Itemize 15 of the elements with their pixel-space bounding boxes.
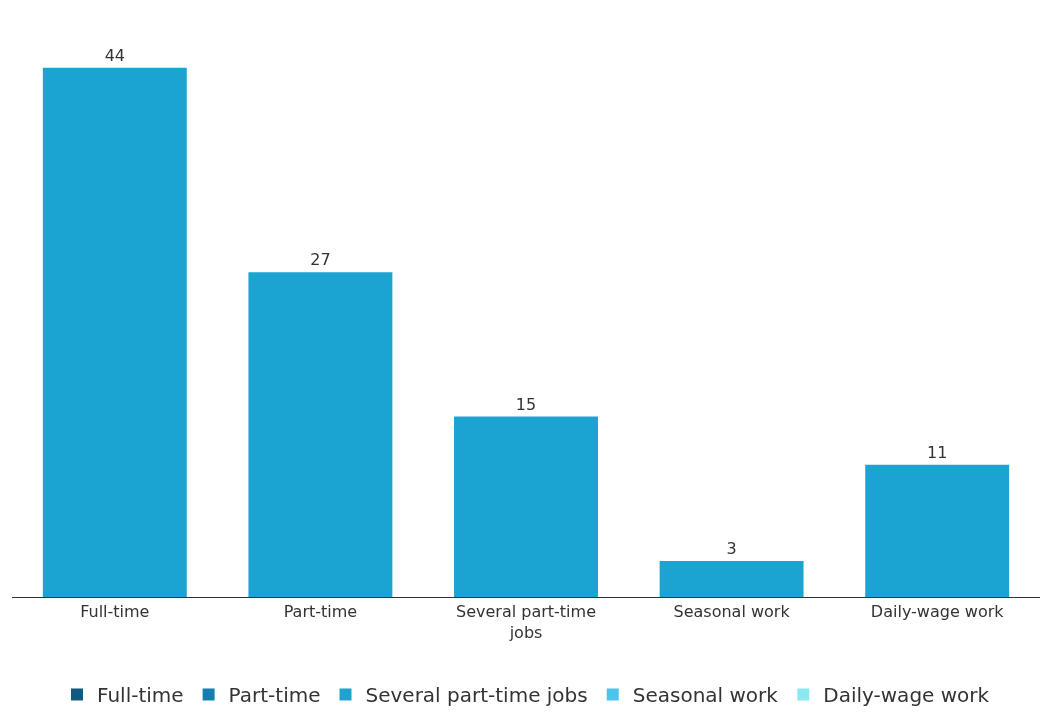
- data-label: 3: [726, 538, 737, 558]
- data-label: 44: [104, 45, 125, 65]
- data-label: 27: [310, 250, 331, 270]
- data-label: 15: [515, 394, 537, 414]
- series-label: Full-time: [80, 602, 150, 622]
- series-label: Several part-time jobs: [456, 602, 596, 642]
- x-tick-label: Part-time: [228, 683, 321, 708]
- data-label: 11: [927, 442, 948, 462]
- series-label: Daily-wage work: [870, 602, 1005, 622]
- x-tick-label: Daily-wage work: [823, 683, 990, 708]
- x-tick-label: Full-time: [97, 683, 184, 708]
- x-tick-label: Several part-time jobs: [365, 683, 588, 708]
- series-label: Seasonal work: [673, 602, 791, 622]
- x-tick-label: Seasonal work: [632, 683, 779, 708]
- series-label: Part-time: [283, 602, 358, 622]
